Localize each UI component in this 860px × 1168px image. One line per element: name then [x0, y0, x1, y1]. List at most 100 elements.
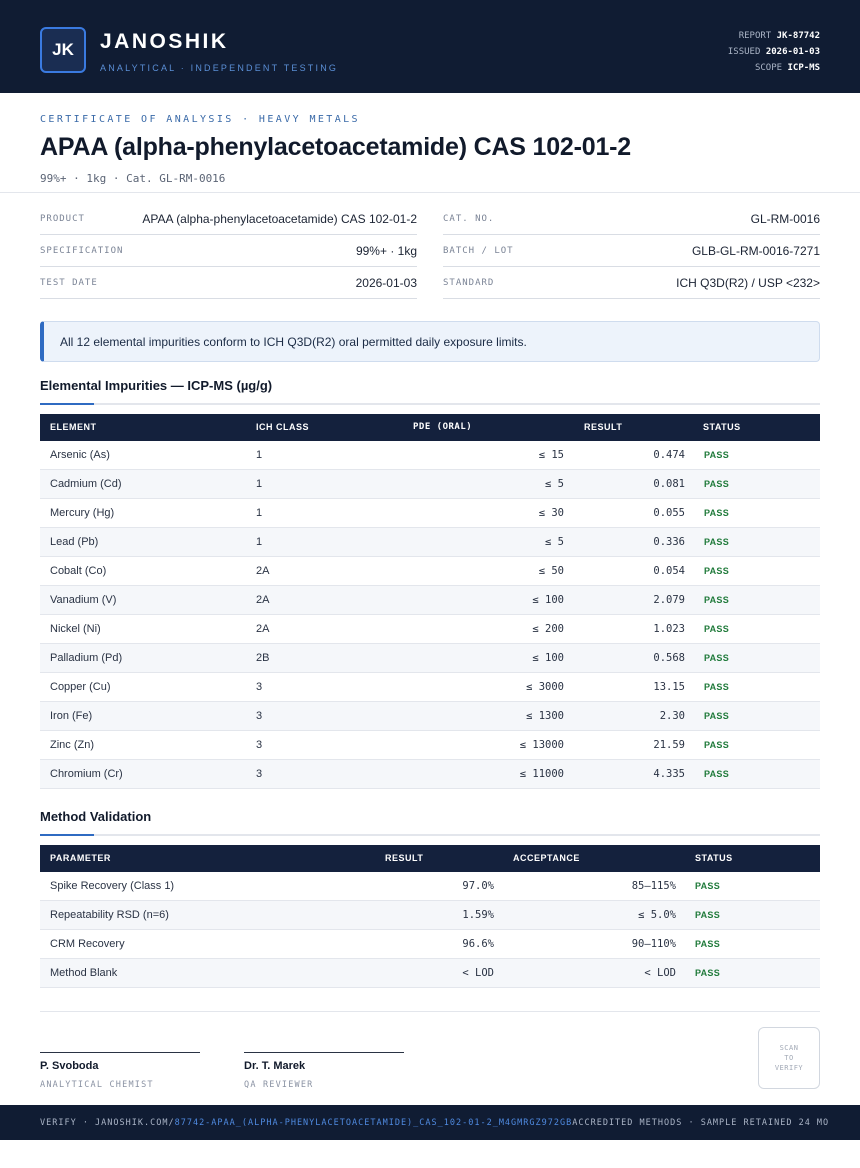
column-header: RESULT	[385, 853, 424, 863]
cell-result: < LOD	[462, 967, 494, 979]
table-body: Arsenic (As) 1 ≤ 15 0.474 PASS Cadmium (Cd) 1 ≤…	[40, 441, 820, 789]
signer-name: P. Svoboda	[40, 1060, 99, 1072]
cell-element: Lead (Pb)	[50, 536, 99, 548]
table-row: Method Blank < LOD < LOD PASS	[40, 959, 820, 988]
status-badge: PASS	[704, 508, 730, 518]
signature-block: P. Svoboda ANALYTICAL CHEMIST	[40, 1052, 200, 1090]
cell-class: 2A	[256, 565, 270, 577]
column-header: RESULT	[584, 422, 623, 432]
cell-result: 2.30	[659, 710, 685, 722]
cell-result: 21.59	[653, 739, 685, 751]
issued-date: 2026-01-03	[765, 47, 820, 57]
info-value: APAA (alpha-phenylacetoacetamide) CAS 10…	[142, 211, 417, 226]
cell-acceptance: 90–110%	[631, 938, 676, 950]
qr-text: TO	[784, 1054, 794, 1062]
info-value: GL-RM-0016	[750, 211, 820, 226]
cell-class: 1	[256, 536, 263, 548]
page-subtitle: 99%+ · 1kg · Cat. GL-RM-0016	[40, 172, 226, 185]
verify-url-path: 87742-APAA_(ALPHA-PHENYLACETOACETAMIDE)_…	[174, 1117, 573, 1128]
cell-element: Mercury (Hg)	[50, 507, 115, 519]
section-rule	[40, 403, 820, 405]
cell-result: 96.6%	[462, 938, 494, 950]
cell-pde: ≤ 100	[532, 594, 564, 606]
conformance-notice: All 12 elemental impurities conform to I…	[40, 321, 820, 362]
cell-result: 0.336	[653, 536, 685, 548]
table-row: Iron (Fe) 3 ≤ 1300 2.30 PASS	[40, 702, 820, 731]
column-header: PDE (ORAL)	[413, 422, 473, 432]
cell-pde: ≤ 5	[545, 478, 564, 490]
info-label: STANDARD	[443, 277, 495, 288]
table-row: Chromium (Cr) 3 ≤ 11000 4.335 PASS	[40, 760, 820, 789]
signer-role: QA REVIEWER	[244, 1080, 314, 1090]
cell-parameter: CRM Recovery	[50, 938, 125, 950]
cell-result: 0.054	[653, 565, 685, 577]
cell-result: 2.079	[653, 594, 685, 606]
cell-pde: ≤ 30	[538, 507, 564, 519]
product-info-left: PRODUCT APAA (alpha-phenylacetoacetamide…	[40, 203, 417, 299]
cell-class: 1	[256, 478, 263, 490]
info-row-batch: BATCH / LOT GLB-GL-RM-0016-7271	[443, 235, 820, 267]
info-row-product: PRODUCT APAA (alpha-phenylacetoacetamide…	[40, 203, 417, 235]
cell-acceptance: 85–115%	[631, 880, 676, 892]
cell-pde: ≤ 13000	[519, 739, 564, 751]
cell-pde: ≤ 1300	[526, 710, 564, 722]
cell-pde: ≤ 15	[538, 449, 564, 461]
qr-text: VERIFY	[774, 1064, 804, 1072]
cell-element: Arsenic (As)	[50, 449, 110, 461]
page-title: APAA (alpha-phenylacetoacetamide) CAS 10…	[40, 133, 631, 161]
verify-prefix: VERIFY · JANOSHIK.COM/	[40, 1117, 175, 1128]
report-meta: REPORT JK-87742 ISSUED 2026-01-03 SCOPE …	[728, 28, 820, 76]
info-row-cat-no: CAT. NO. GL-RM-0016	[443, 203, 820, 235]
verify-link[interactable]: VERIFY · JANOSHIK.COM/87742-APAA_(ALPHA-…	[40, 1118, 572, 1128]
cell-class: 3	[256, 710, 263, 722]
info-label: CAT. NO.	[443, 213, 495, 224]
cell-element: Palladium (Pd)	[50, 652, 123, 664]
cell-result: 0.568	[653, 652, 685, 664]
table-row: Vanadium (V) 2A ≤ 100 2.079 PASS	[40, 586, 820, 615]
column-header: STATUS	[703, 422, 741, 432]
document-type: CERTIFICATE OF ANALYSIS · HEAVY METALS	[40, 114, 360, 125]
table-body: Spike Recovery (Class 1) 97.0% 85–115% PASS…	[40, 872, 820, 988]
info-value: GLB-GL-RM-0016-7271	[691, 243, 820, 258]
cell-acceptance: ≤ 5.0%	[638, 909, 676, 921]
divider	[40, 1011, 820, 1012]
info-value: ICH Q3D(R2) / USP <232>	[676, 275, 820, 290]
column-header: ACCEPTANCE	[513, 853, 580, 863]
status-badge: PASS	[704, 537, 730, 547]
signature-line	[244, 1052, 404, 1053]
info-value: 2026-01-03	[355, 275, 417, 290]
product-info-right: CAT. NO. GL-RM-0016 BATCH / LOT GLB-GL-R…	[443, 203, 820, 299]
signer-role: ANALYTICAL CHEMIST	[40, 1080, 154, 1090]
cell-pde: ≤ 100	[532, 652, 564, 664]
verify-qr-placeholder[interactable]: SCAN TO VERIFY	[758, 1027, 820, 1089]
info-row-standard: STANDARD ICH Q3D(R2) / USP <232>	[443, 267, 820, 299]
status-badge: PASS	[695, 910, 721, 920]
divider	[0, 192, 860, 193]
cell-pde: ≤ 50	[538, 565, 564, 577]
info-value: 99%+ · 1kg	[355, 243, 417, 258]
section-rule	[40, 834, 820, 836]
signature-line	[40, 1052, 200, 1053]
status-badge: PASS	[704, 566, 730, 576]
info-label: SPECIFICATION	[40, 245, 124, 256]
report-header: JK JANOSHIK ANALYTICAL · INDEPENDENT TES…	[0, 0, 860, 93]
info-row-specification: SPECIFICATION 99%+ · 1kg	[40, 235, 417, 267]
cell-class: 2A	[256, 623, 270, 635]
cell-element: Iron (Fe)	[50, 710, 93, 722]
column-header: ELEMENT	[50, 422, 97, 432]
cell-result: 0.055	[653, 507, 685, 519]
cell-class: 1	[256, 449, 263, 461]
cell-pde: ≤ 3000	[526, 681, 564, 693]
table-row: Cadmium (Cd) 1 ≤ 5 0.081 PASS	[40, 470, 820, 499]
info-label: BATCH / LOT	[443, 245, 514, 256]
report-label: REPORT	[738, 31, 772, 41]
qr-text: SCAN	[779, 1044, 799, 1052]
table-header: ELEMENT ICH CLASS PDE (ORAL) RESULT STAT…	[40, 414, 820, 441]
table-row: Repeatability RSD (n=6) 1.59% ≤ 5.0% PASS	[40, 901, 820, 930]
column-header: STATUS	[695, 853, 733, 863]
brand-tagline: ANALYTICAL · INDEPENDENT TESTING	[100, 63, 339, 73]
brand-logo: JK	[40, 27, 86, 73]
cell-pde: ≤ 5	[545, 536, 564, 548]
cell-parameter: Repeatability RSD (n=6)	[50, 909, 169, 921]
cell-class: 3	[256, 681, 263, 693]
